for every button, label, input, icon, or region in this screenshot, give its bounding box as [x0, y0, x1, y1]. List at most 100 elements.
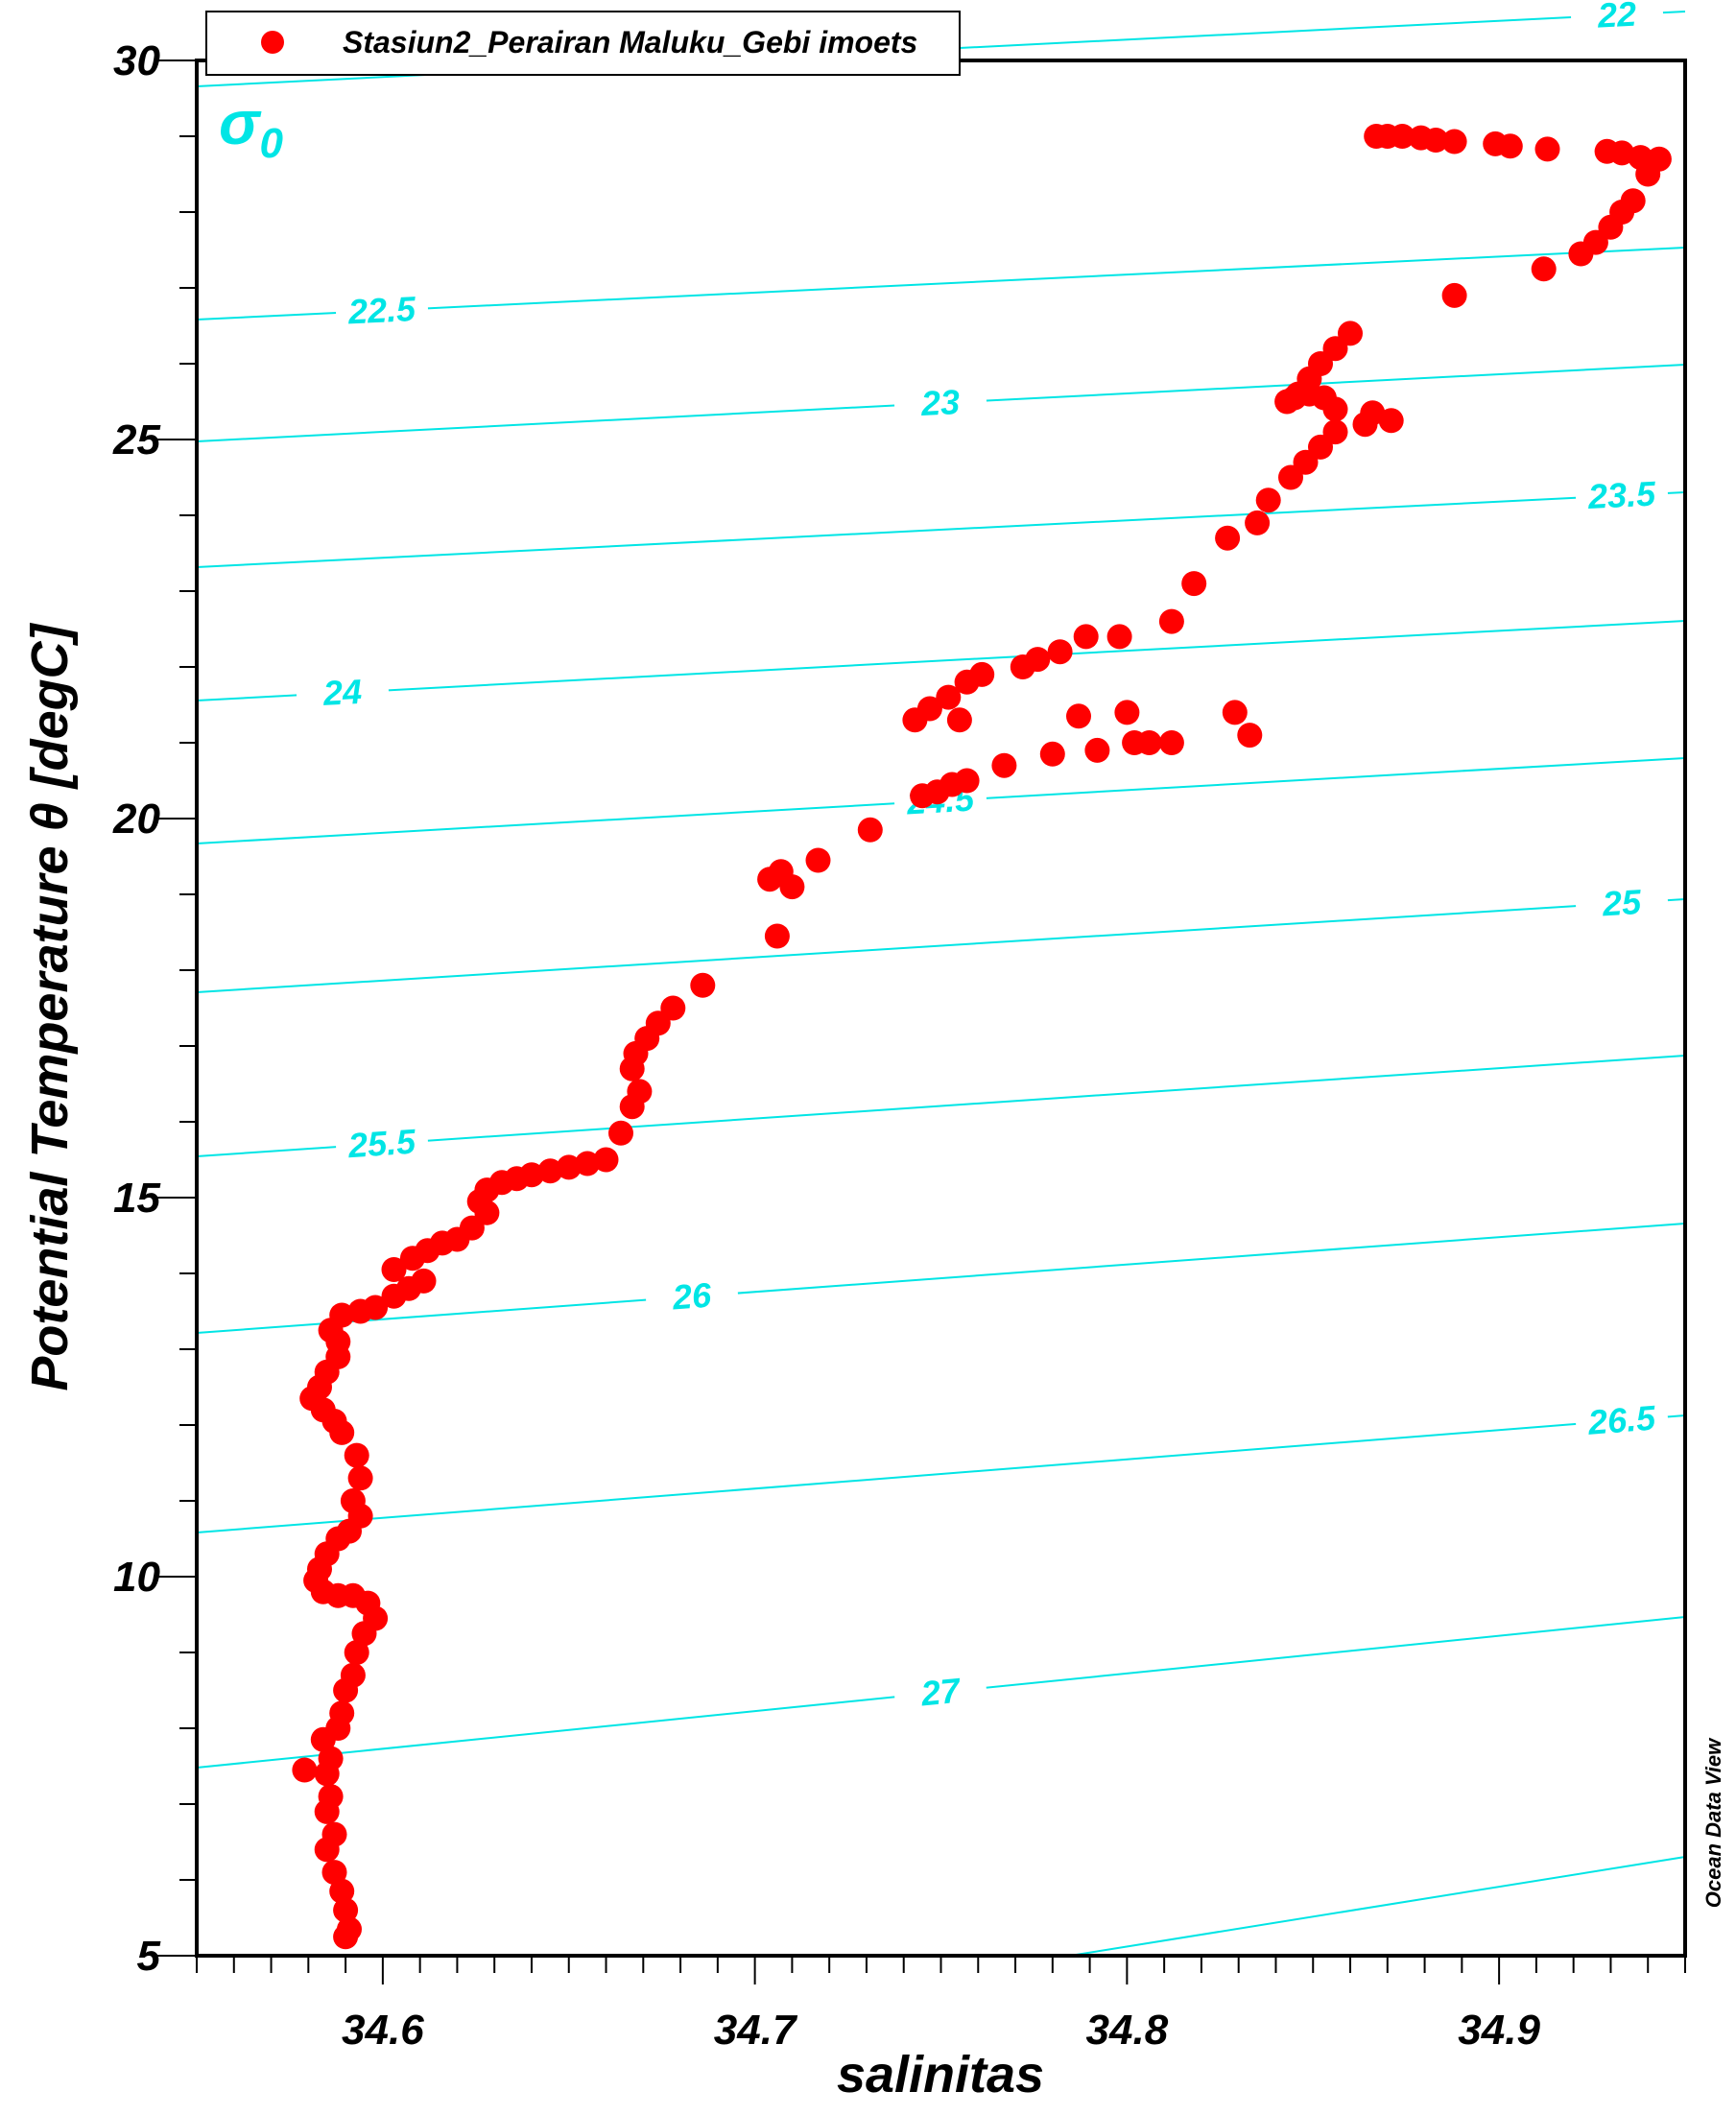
- isopycnal-label-bg: [1569, 0, 1664, 33]
- data-point: [1158, 730, 1184, 755]
- isopycnal-line: [196, 1414, 1686, 1533]
- isopycnal-label-bg: [892, 377, 987, 421]
- isopycnal-label: 26: [670, 1275, 713, 1318]
- data-point: [1222, 700, 1248, 725]
- isopycnal-label-bg: [334, 285, 429, 328]
- data-point: [1114, 700, 1140, 725]
- isopycnal-label: 23: [919, 382, 961, 423]
- data-point: [1010, 654, 1035, 679]
- data-point: [1322, 396, 1348, 422]
- isopycnal-label-bg: [1574, 877, 1669, 922]
- isopycnal-label: 22.5: [346, 289, 417, 331]
- data-point: [1047, 639, 1073, 665]
- isopycnal-label: 26.5: [1585, 1397, 1657, 1442]
- isopycnal-line: [196, 1055, 1686, 1157]
- data-point: [1635, 161, 1661, 187]
- legend: Stasiun2_Perairan Maluku_Gebi imoets: [205, 11, 961, 76]
- scatter-points: [292, 124, 1672, 1950]
- data-point: [314, 1837, 340, 1863]
- x-tick-label: 34.8: [1086, 2007, 1169, 2054]
- data-point: [1158, 608, 1184, 634]
- x-tick-label: 34.6: [342, 2007, 424, 2054]
- data-point: [619, 1094, 645, 1120]
- data-point: [314, 1798, 340, 1824]
- sigma-symbol: σ: [219, 88, 262, 157]
- data-point: [1497, 133, 1523, 159]
- data-point: [608, 1120, 633, 1146]
- data-point: [381, 1283, 407, 1309]
- data-point: [1215, 525, 1241, 551]
- isopycnal-label-bg: [1574, 469, 1669, 513]
- isopycnal-line: [196, 898, 1686, 993]
- data-point: [902, 707, 928, 733]
- y-tick-label: 10: [113, 1554, 160, 1601]
- data-point: [314, 1761, 340, 1787]
- data-point: [344, 1640, 369, 1665]
- data-point: [1073, 624, 1099, 650]
- data-point: [805, 847, 831, 873]
- isopycnal-label-bg: [892, 1664, 988, 1713]
- isopycnal-line: [1069, 1856, 1686, 1957]
- y-tick-label: 5: [137, 1933, 161, 1980]
- data-point: [556, 1154, 582, 1180]
- isopycnal-line: [196, 247, 1686, 321]
- data-point: [991, 752, 1017, 778]
- y-axis-title: Potential Temperature θ [degC]: [21, 622, 79, 1390]
- data-point: [1352, 412, 1378, 438]
- data-point: [333, 1924, 359, 1950]
- data-point: [936, 684, 962, 710]
- isopycnal-label-bg: [1574, 1393, 1670, 1439]
- isopycnal-label: 22: [1596, 0, 1637, 36]
- data-point: [1568, 241, 1594, 267]
- data-point: [1245, 510, 1271, 535]
- y-tick-label: 20: [112, 796, 160, 843]
- data-point: [910, 783, 936, 809]
- data-point: [321, 1860, 347, 1886]
- data-point: [292, 1757, 318, 1783]
- data-point: [1609, 140, 1635, 166]
- legend-marker: [261, 31, 284, 54]
- data-point: [1390, 124, 1415, 149]
- data-point: [1106, 624, 1132, 650]
- data-point: [857, 817, 883, 843]
- data-point: [381, 1257, 407, 1282]
- x-axis: 34.6 34.7 34.8 34.9: [196, 1956, 1686, 2054]
- isopycnal-line: [196, 491, 1686, 568]
- data-point: [954, 669, 980, 695]
- y-tick-label: 30: [113, 37, 160, 84]
- data-point: [1441, 129, 1467, 154]
- isopycnal-label: 27: [918, 1670, 963, 1713]
- data-point: [329, 1878, 355, 1904]
- isopycnal-line: [196, 620, 1686, 701]
- isopycnal-line: [196, 1223, 1686, 1334]
- data-point: [757, 867, 783, 892]
- data-point: [1534, 136, 1560, 162]
- data-point: [347, 1465, 373, 1491]
- y-axis: 5 10 15 20 25 30: [112, 37, 197, 1980]
- data-point: [1237, 723, 1263, 749]
- data-point: [619, 1056, 645, 1081]
- data-point: [1531, 256, 1557, 282]
- data-point: [1278, 464, 1303, 490]
- data-point: [347, 1298, 373, 1324]
- data-point: [690, 972, 716, 998]
- data-point: [1066, 703, 1091, 729]
- data-point: [1378, 408, 1404, 434]
- data-point: [310, 1726, 336, 1752]
- data-point: [351, 1621, 377, 1647]
- data-point: [537, 1158, 563, 1184]
- isopycnal-label-bg: [295, 667, 390, 711]
- x-axis-title: salinitas: [837, 2046, 1044, 2103]
- isopycnal-label-bg: [334, 1117, 429, 1163]
- data-point: [1084, 737, 1110, 763]
- sigma0-label: σ0: [219, 88, 283, 167]
- data-point: [344, 1442, 369, 1468]
- data-point: [399, 1246, 425, 1271]
- data-point: [1122, 730, 1148, 755]
- data-point: [329, 1419, 355, 1445]
- data-point: [1181, 571, 1207, 597]
- ocean-data-view-credit: Ocean Data View: [1701, 1737, 1725, 1908]
- data-point: [593, 1147, 619, 1173]
- isopycnal-label: 23.5: [1586, 474, 1657, 517]
